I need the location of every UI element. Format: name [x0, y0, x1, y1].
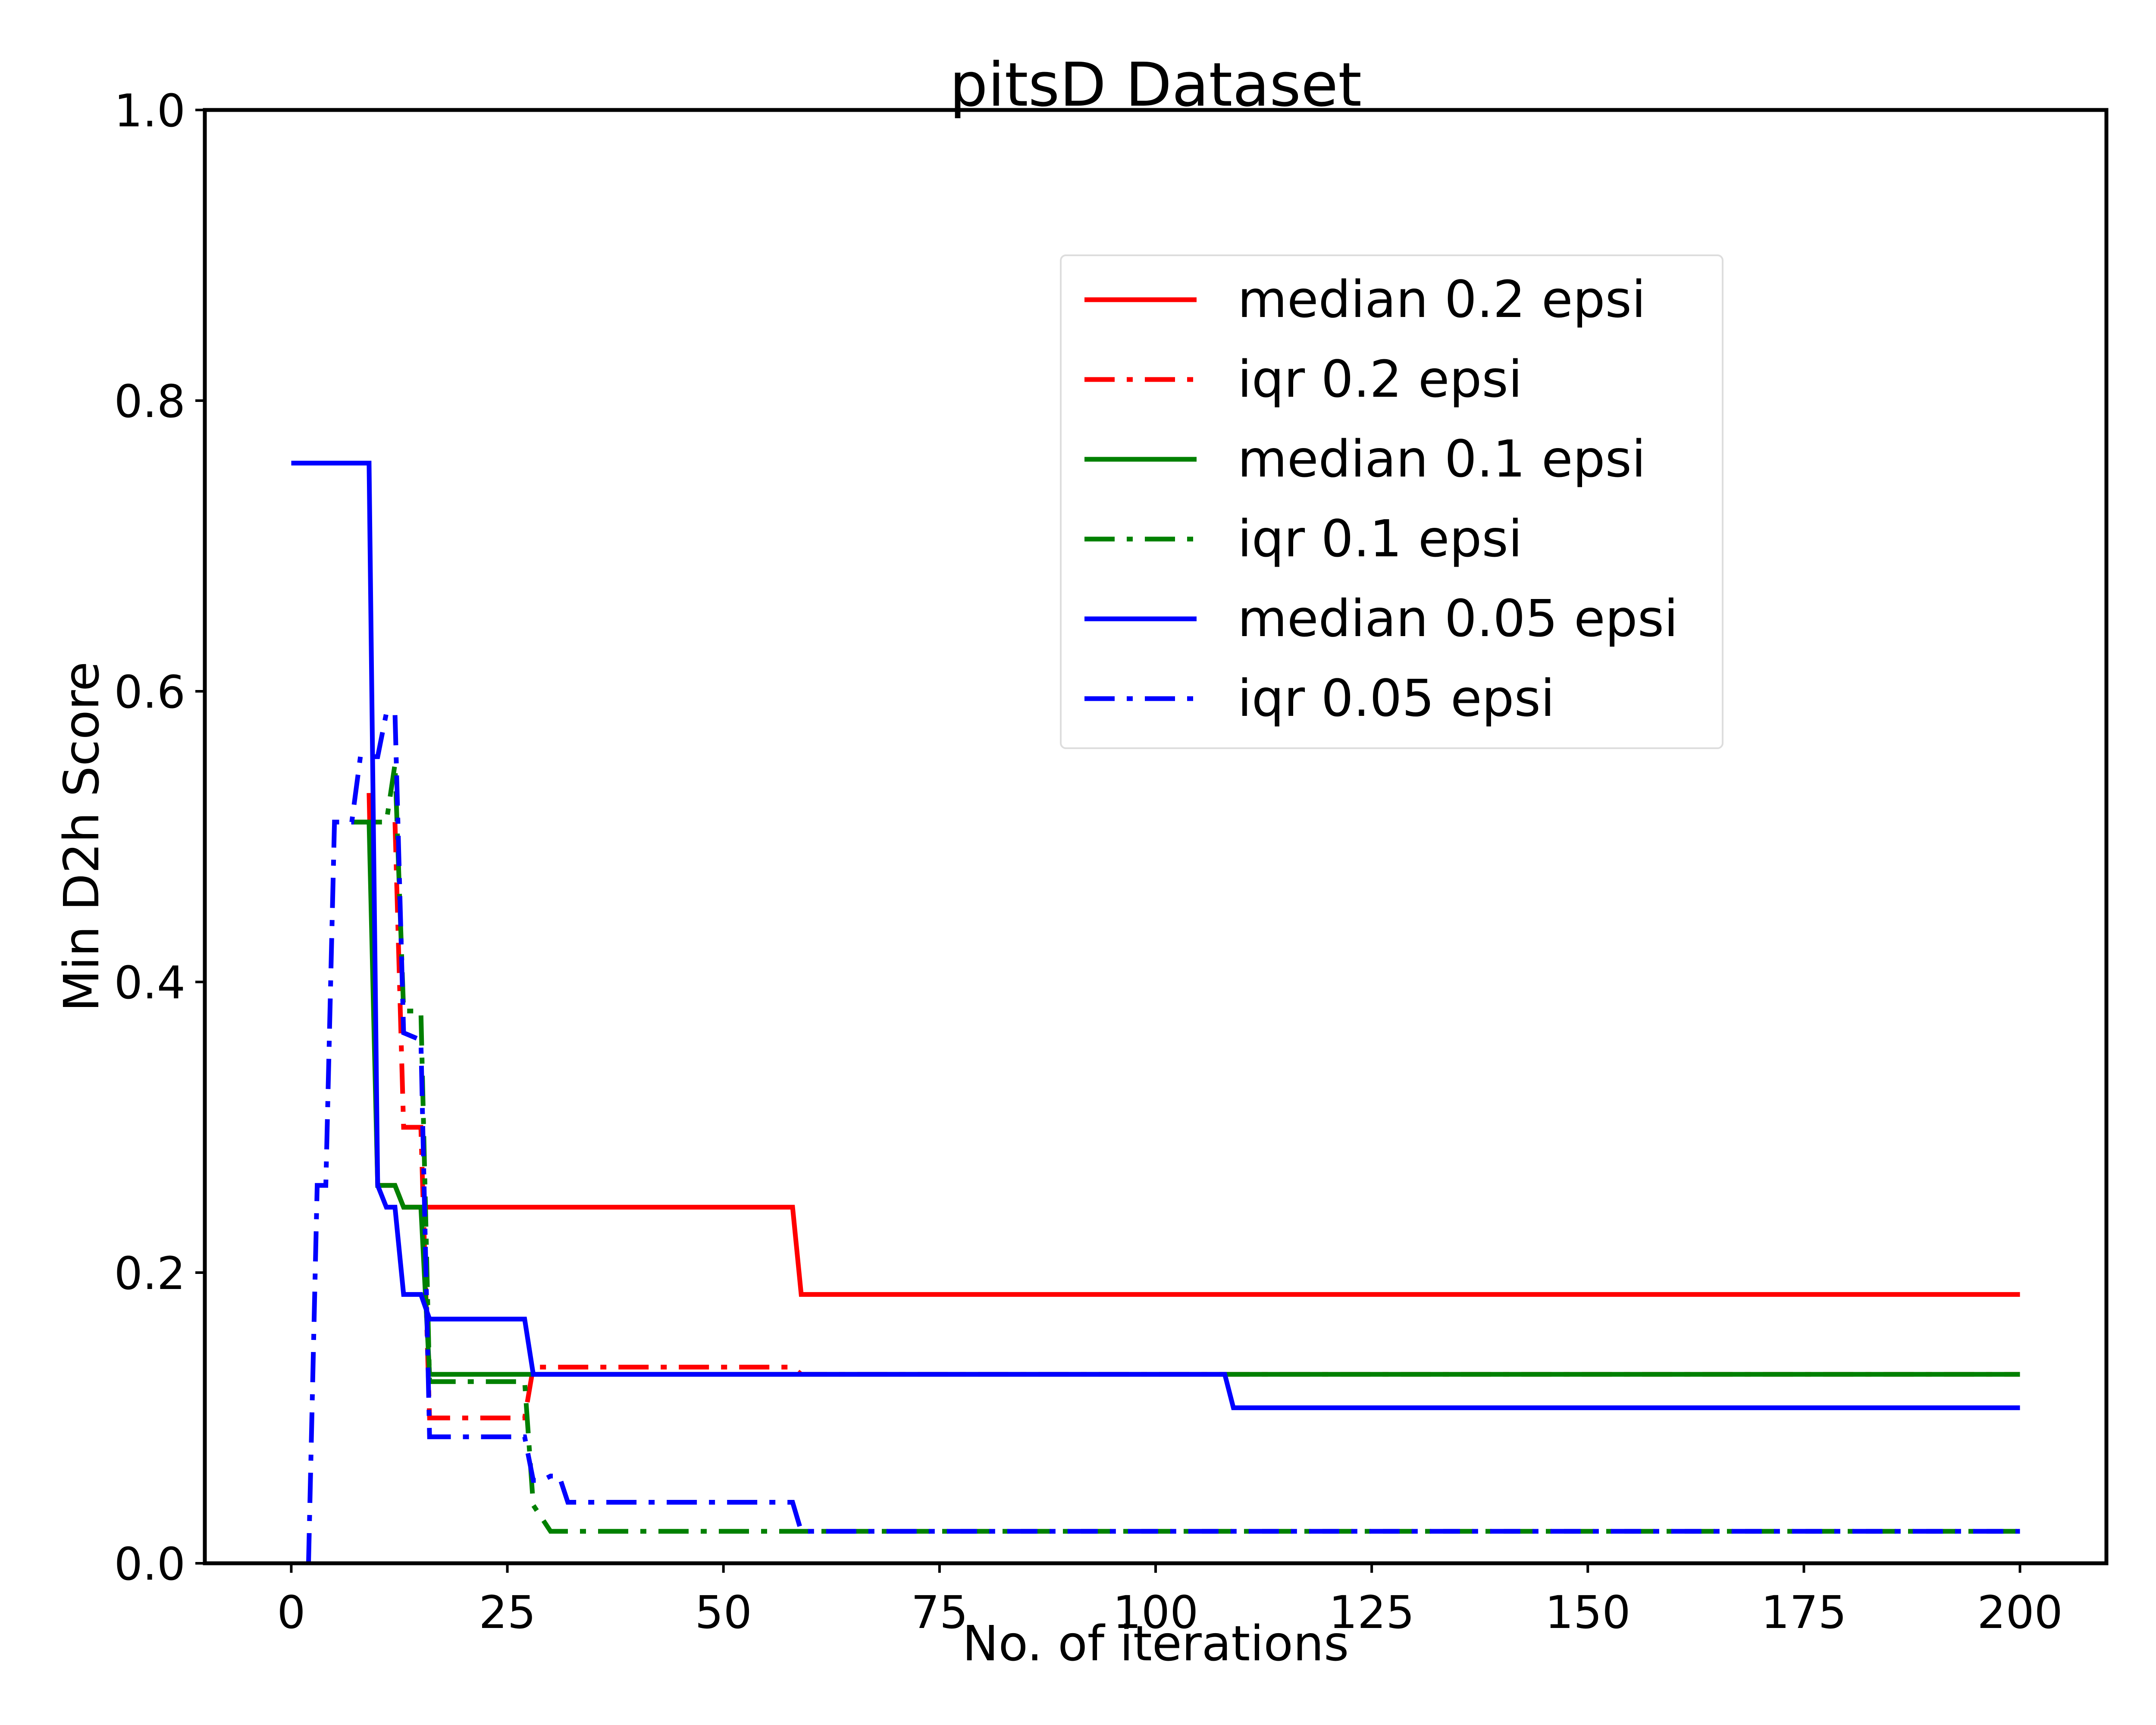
x-tick-label: 125 [1329, 1586, 1415, 1639]
y-axis-title: Min D2h Score [54, 662, 110, 1012]
legend-label-6: iqr 0.05 epsi [1238, 668, 1555, 728]
x-tick-label: 200 [1977, 1586, 2063, 1639]
legend-label-3: median 0.1 epsi [1238, 429, 1646, 489]
x-tick-label: 150 [1545, 1586, 1631, 1639]
series-line-2 [392, 822, 2020, 1421]
y-tick-label: 0.4 [114, 957, 185, 1009]
legend-label-2: iqr 0.2 epsi [1238, 349, 1523, 409]
legend-label-5: median 0.05 epsi [1238, 589, 1678, 648]
x-axis-title: No. of iterations [962, 1616, 1349, 1672]
series-line-5 [291, 461, 2020, 1410]
y-tick-label: 0.8 [114, 375, 185, 428]
series-line-6 [306, 711, 2020, 1564]
legend-label-4: iqr 0.1 epsi [1238, 509, 1523, 568]
y-tick-label: 1.0 [114, 85, 185, 137]
x-tick-label: 50 [695, 1586, 752, 1639]
series-line-4 [351, 763, 2020, 1534]
legend-frame [1060, 254, 1724, 749]
legend: median 0.2 epsi iqr 0.2 epsi median 0.1 ep… [1060, 254, 1724, 749]
x-tick-label: 0 [277, 1586, 305, 1639]
y-tick-label: 0.6 [114, 666, 185, 718]
x-axis-ticks: 0 25 50 75 100 125 150 175 200 [277, 1563, 2063, 1639]
x-tick-label: 100 [1113, 1586, 1199, 1639]
y-tick-label: 0.0 [114, 1538, 185, 1590]
legend-items: median 0.2 epsi iqr 0.2 epsi median 0.1 ep… [1084, 270, 1678, 728]
y-axis-ticks: 0.0 0.2 0.4 0.6 0.8 1.0 [114, 85, 205, 1590]
series-lines [291, 461, 2020, 1564]
x-tick-label: 75 [911, 1586, 968, 1639]
y-tick-label: 0.2 [114, 1247, 185, 1300]
x-tick-label: 175 [1761, 1586, 1847, 1639]
legend-label-1: median 0.2 epsi [1238, 270, 1646, 329]
x-tick-label: 25 [479, 1586, 536, 1639]
